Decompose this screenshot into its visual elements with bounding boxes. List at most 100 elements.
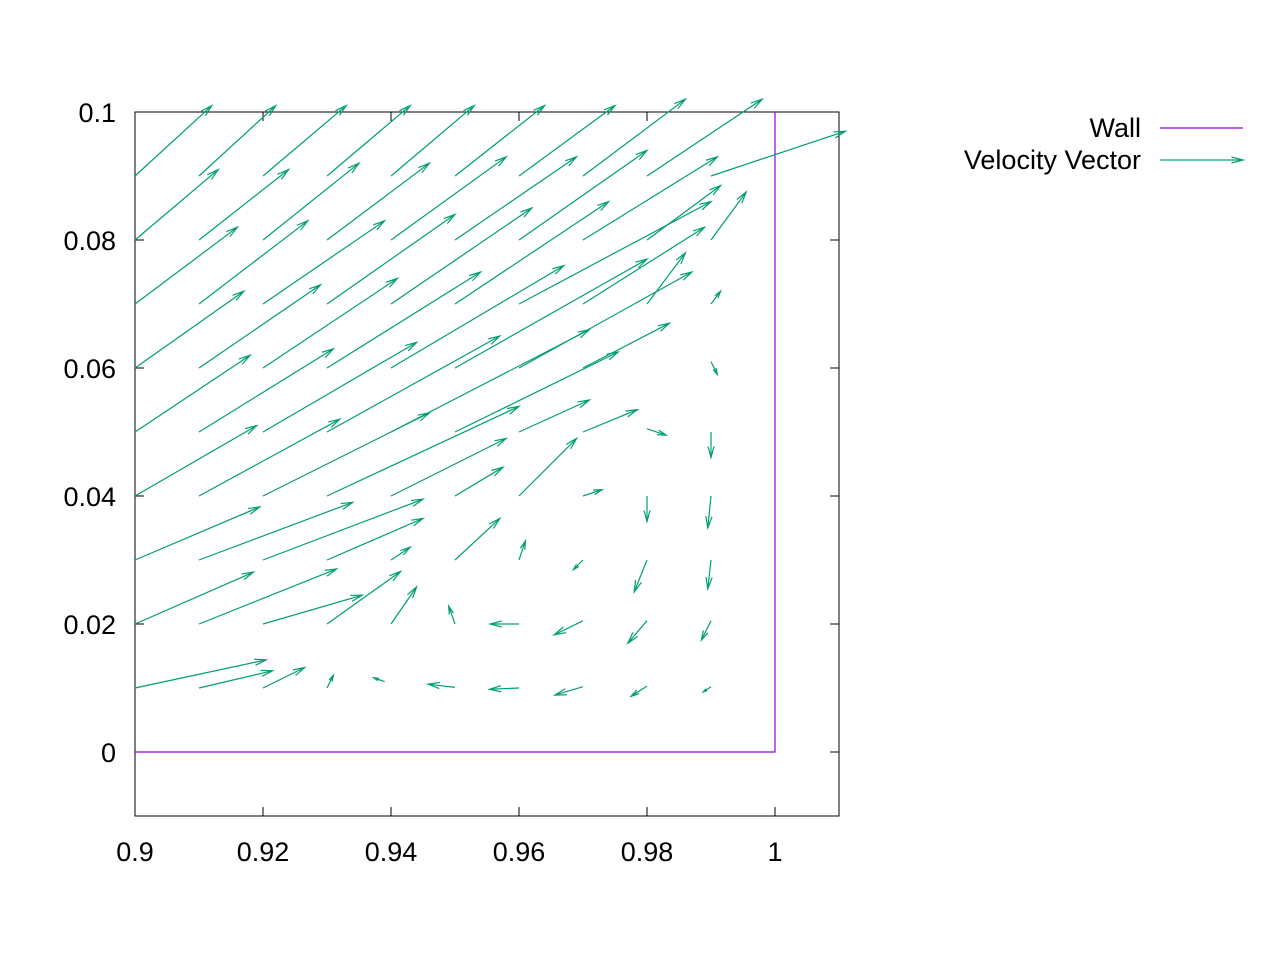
velocity-vector [198,347,336,433]
velocity-vector [262,411,432,497]
velocity-vector [262,594,365,625]
velocity-vector [701,686,712,694]
velocity-vector [626,620,648,645]
x-tick-label: 0.92 [237,837,290,867]
velocity-vector [262,666,307,689]
y-tick-label: 0.1 [78,98,116,128]
velocity-vector [326,213,457,305]
velocity-vector [447,603,456,625]
velocity-vector [326,673,335,689]
velocity-vector [582,488,605,497]
velocity-vector [262,498,426,561]
velocity-vector [454,516,502,561]
velocity-vector [262,104,348,177]
velocity-vector [262,341,419,433]
velocity-vector [198,501,355,561]
wall-layer [135,112,776,753]
x-tick-label: 0.9 [116,837,154,867]
velocity-vector [454,258,650,369]
velocity-vector [454,466,505,497]
velocity-vector [707,432,715,460]
velocity-vector [646,97,765,177]
velocity-vector [390,545,413,561]
velocity-vector [646,428,669,436]
velocity-vector [134,168,220,241]
velocity-vector [487,620,519,628]
velocity-vector [390,437,509,497]
velocity-vector [454,155,579,241]
velocity-vector [552,686,584,696]
velocity-vector [198,568,339,625]
y-tick-label: 0.06 [63,354,116,384]
velocity-vector [518,104,617,177]
velocity-vector [390,206,534,305]
x-axis: 0.9 0.92 0.94 0.96 0.98 1 [116,112,783,867]
velocity-vector [582,97,688,177]
velocity-vector [326,334,502,433]
velocity-vector [134,225,240,305]
velocity-vector [518,149,649,241]
velocity-vector [198,418,342,497]
velocity-vector [198,219,310,305]
velocity-vector [571,559,584,572]
velocity-vector [518,436,579,497]
velocity-vector [326,517,426,561]
velocity-vector [326,104,412,177]
velocity-vector [262,277,400,369]
velocity-vector [582,408,640,433]
velocity-vector [134,571,256,625]
x-tick-label: 0.96 [493,837,546,867]
x-tick-label: 0.94 [365,837,418,867]
velocity-vector [518,399,592,433]
y-tick-label: 0.08 [63,226,116,256]
velocity-vector [582,225,707,305]
x-tick-label: 1 [767,837,782,867]
velocity-vector [198,669,275,689]
velocity-vector [700,620,712,643]
legend-label: Wall [1090,113,1142,143]
wall-line [135,112,776,753]
velocity-vector [643,496,651,524]
velocity-vector [134,289,246,369]
vector-layer [134,97,848,698]
velocity-vector [134,505,262,561]
velocity-vector [582,322,672,369]
velocity-vector [134,104,214,177]
velocity-vector [705,495,713,531]
velocity-vector [710,361,719,377]
y-tick-label: 0.02 [63,610,116,640]
velocity-vector [326,270,483,369]
velocity-vector [518,538,527,561]
velocity-vector [629,685,648,698]
velocity-vector [518,200,714,305]
legend-vector-swatch [1160,156,1246,164]
velocity-vector [710,190,748,241]
velocity-vector [390,104,476,177]
velocity-vector [425,681,456,690]
velocity-vector [198,168,291,241]
x-tick-label: 0.98 [621,837,674,867]
velocity-vector [454,104,547,177]
velocity-vector [390,584,418,625]
velocity-vector [710,130,848,177]
velocity-vector [326,161,432,241]
velocity-vector [198,283,323,369]
velocity-vector [262,161,361,241]
velocity-vector [326,570,403,625]
velocity-vector [262,219,387,305]
velocity-vector [390,264,566,369]
velocity-vector [371,676,385,683]
velocity-vector [134,353,253,433]
velocity-vector [705,559,713,592]
velocity-vector [198,104,278,177]
y-axis: 0 0.02 0.04 0.06 0.08 0.1 [63,98,839,768]
velocity-vector [582,155,720,241]
velocity-vector [454,350,621,433]
plot-frame [134,111,840,817]
velocity-vector [710,289,722,305]
velocity-vector [326,405,522,497]
velocity-vector [134,424,259,497]
